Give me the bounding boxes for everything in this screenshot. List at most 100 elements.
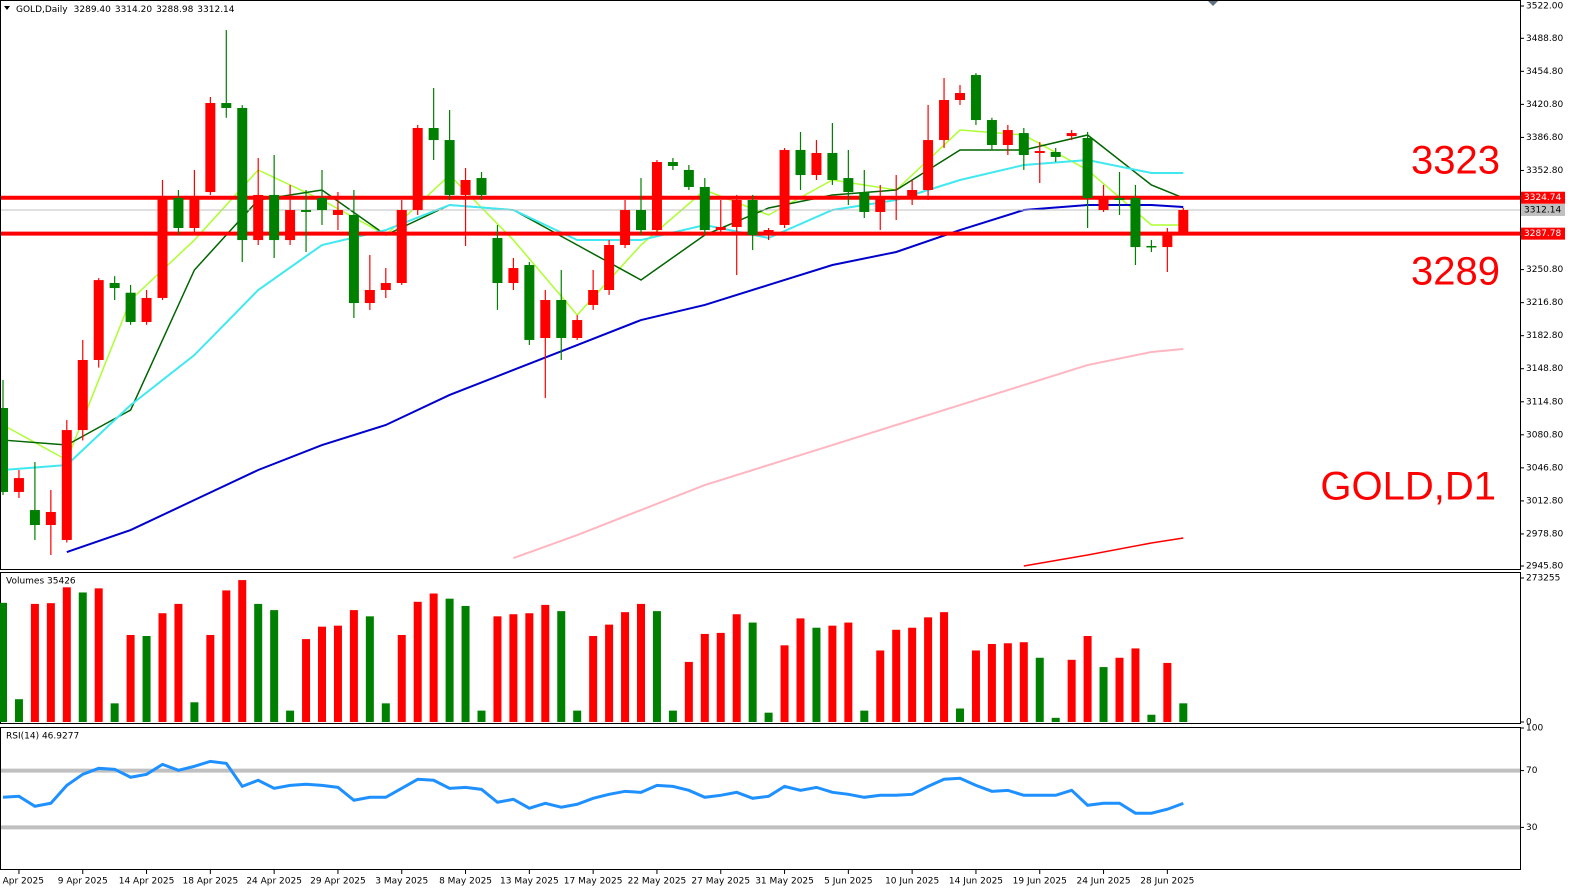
volume-bar: [1067, 659, 1076, 722]
volume-plot: [0, 580, 1188, 722]
volume-bar: [780, 645, 789, 722]
volume-bar: [206, 634, 215, 722]
chart-header: GOLD,Daily 3289.40 3314.20 3288.98 3312.14: [16, 5, 235, 15]
x-tick-label: 27 May 2025: [691, 877, 750, 887]
volume-bar: [844, 622, 853, 722]
menu-arrow: [4, 6, 10, 10]
candle-body: [492, 238, 503, 284]
volume-bar: [429, 593, 438, 722]
candle-body: [77, 359, 88, 431]
volume-bar: [652, 611, 661, 722]
volume-bar: [62, 587, 71, 722]
volume-bar: [668, 710, 677, 722]
candle-body: [763, 230, 774, 236]
volume-bar: [541, 604, 550, 722]
price-label-box: [1521, 203, 1565, 216]
candle-body: [572, 320, 583, 339]
volume-bar: [14, 699, 23, 722]
y-tick-label: 3216.80: [1526, 298, 1563, 308]
moving-average: [1023, 537, 1184, 567]
y-tick-label: 3386.80: [1526, 133, 1563, 143]
candle-body: [524, 265, 535, 340]
candle-body: [364, 290, 375, 304]
volume-bar: [605, 624, 614, 722]
y-tick-label: 3080.80: [1526, 430, 1563, 440]
volume-bar: [1051, 717, 1060, 722]
candle-body: [125, 292, 136, 322]
candle-body: [189, 197, 200, 228]
candle-body: [556, 300, 567, 339]
candle-body: [1018, 133, 1029, 156]
candle-body: [1050, 152, 1061, 157]
candle-body: [1082, 138, 1093, 198]
y-tick-label: 30: [1526, 823, 1538, 833]
volume-bar: [812, 627, 821, 722]
y-tick-label: 3114.80: [1526, 397, 1563, 407]
candle-body: [1002, 130, 1013, 146]
volume-bar: [445, 598, 454, 722]
price-label: 3287.78: [1524, 229, 1561, 239]
candle-body: [412, 127, 423, 211]
candle-body: [1178, 209, 1189, 233]
y-tick-label: 2945.80: [1526, 562, 1563, 572]
volume-bar: [1019, 642, 1028, 722]
candle-body: [891, 196, 902, 199]
price-plot: [1, 30, 1520, 567]
volume-bar: [748, 622, 757, 722]
y-tick-label: 100: [1526, 724, 1543, 734]
candle-body: [380, 283, 391, 291]
candle-body: [269, 194, 280, 241]
candle-body: [667, 162, 678, 166]
volume-bar: [397, 634, 406, 722]
volume-bar: [764, 712, 773, 722]
candle-body: [843, 178, 854, 193]
candle-body: [1, 407, 8, 492]
volume-bar: [286, 710, 295, 722]
header-close: 3312.14: [197, 5, 234, 15]
y-tick-label: 2978.80: [1526, 529, 1563, 539]
volume-bar: [477, 710, 486, 722]
volume-bar: [381, 703, 390, 722]
volume-bar: [876, 650, 885, 722]
x-tick-label: 29 Apr 2025: [310, 877, 366, 887]
candle-body: [1098, 197, 1109, 211]
volume-bar: [1163, 662, 1172, 722]
volume-bar: [413, 601, 422, 722]
shift-marker: [1208, 1, 1218, 6]
candle-body: [731, 200, 742, 228]
candle-body: [157, 197, 168, 298]
candle-body: [301, 210, 312, 212]
candle-body: [986, 120, 997, 146]
candle-body: [859, 192, 870, 212]
x-tick-label: 18 Apr 2025: [183, 877, 239, 887]
candle-body: [29, 510, 40, 526]
x-tick-label: 5 Jun 2025: [824, 877, 872, 887]
candle-body: [109, 283, 120, 289]
y-tick-label: 3046.80: [1526, 463, 1563, 473]
candle-body: [237, 107, 248, 241]
price-label-box: [1521, 227, 1565, 240]
annotation: 3289: [1411, 250, 1500, 294]
volume-bar: [461, 605, 470, 722]
candle-body: [332, 210, 343, 215]
volume-bar: [302, 639, 311, 722]
y-tick-label: 3182.80: [1526, 331, 1563, 341]
annotation: GOLD,D1: [1320, 465, 1496, 509]
volume-bar: [1147, 714, 1156, 722]
price-label: 3324.74: [1524, 193, 1561, 203]
candle-body: [317, 197, 327, 211]
volume-bar: [940, 612, 949, 722]
candle-body: [93, 280, 104, 360]
volume-bar: [828, 625, 837, 722]
candle-body: [1130, 197, 1141, 248]
candle-body: [540, 300, 551, 339]
candle-body: [253, 194, 264, 241]
volume-bar: [94, 588, 103, 722]
candle-body: [396, 210, 407, 284]
volume-bar: [333, 625, 342, 722]
candle-body: [651, 162, 662, 231]
volume-bar: [126, 634, 135, 722]
volume-bar: [987, 644, 996, 722]
x-tick-label: 14 Jun 2025: [949, 877, 1003, 887]
volume-bar: [1003, 643, 1012, 722]
